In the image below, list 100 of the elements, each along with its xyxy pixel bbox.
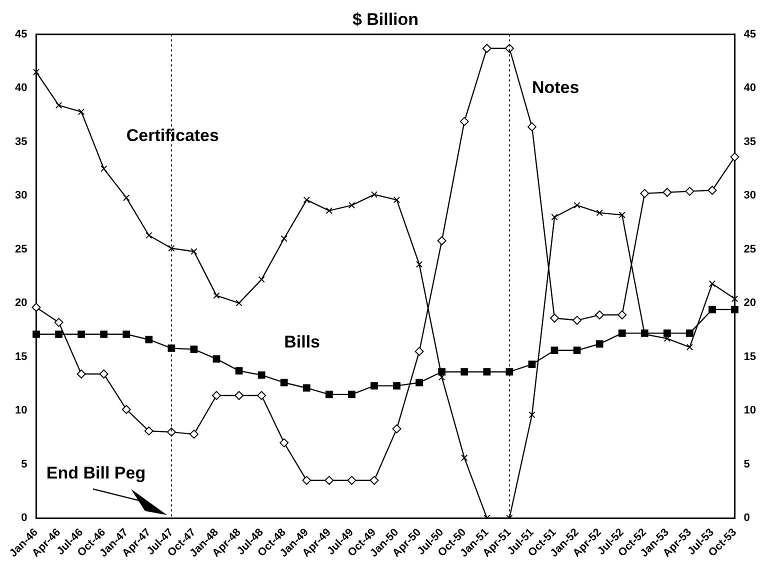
point	[596, 340, 604, 348]
y-tick-label: 30	[14, 190, 28, 202]
point	[303, 196, 310, 204]
point	[483, 368, 491, 376]
point	[708, 306, 716, 314]
point	[168, 244, 175, 252]
point	[168, 344, 176, 352]
point	[730, 152, 740, 162]
point	[55, 330, 62, 338]
point	[325, 390, 333, 398]
point	[32, 302, 41, 312]
y-tick-label: 35	[14, 136, 28, 148]
point	[482, 44, 492, 53]
series-label: Notes	[532, 78, 580, 97]
y2-tick-label: 40	[744, 82, 756, 94]
series-label: Bills	[284, 332, 320, 352]
point	[662, 188, 672, 197]
y2-tick-label: 35	[744, 136, 756, 148]
point	[414, 346, 424, 356]
point	[326, 207, 332, 214]
point	[212, 391, 221, 400]
point	[596, 209, 603, 216]
point	[663, 329, 671, 337]
point	[78, 330, 85, 338]
point	[348, 390, 356, 398]
point	[258, 371, 266, 379]
point	[731, 306, 738, 314]
y-tick-label: 45	[14, 28, 28, 40]
point	[122, 330, 130, 338]
point	[437, 236, 446, 246]
y2-tick-label: 10	[744, 404, 756, 417]
point	[731, 295, 738, 302]
point	[573, 346, 581, 354]
y-tick-label: 20	[14, 297, 28, 310]
point	[302, 384, 310, 392]
series-label: Certificates	[126, 126, 219, 146]
point	[234, 391, 244, 400]
point	[528, 412, 536, 418]
point	[213, 292, 220, 299]
point	[257, 391, 266, 400]
y-tick-label: 10	[14, 404, 28, 417]
point	[551, 214, 558, 220]
point	[236, 300, 242, 306]
y-tick-label: 0	[21, 512, 28, 524]
point	[100, 330, 108, 338]
point	[146, 232, 152, 239]
point	[190, 248, 198, 255]
point	[100, 165, 108, 172]
point	[302, 476, 312, 485]
point	[460, 116, 469, 126]
point	[708, 186, 717, 195]
y-tick-label: 25	[14, 243, 28, 256]
point	[460, 368, 468, 376]
point	[686, 329, 694, 337]
point	[506, 368, 514, 376]
point	[572, 316, 582, 325]
chart-title: $ Billion	[352, 10, 419, 29]
point	[416, 378, 423, 386]
point	[370, 191, 378, 198]
point	[461, 454, 468, 462]
point	[280, 438, 289, 448]
y2-tick-label: 15	[744, 350, 756, 363]
point	[280, 378, 288, 386]
point	[708, 280, 716, 288]
point	[324, 476, 334, 485]
point	[78, 108, 85, 116]
point	[685, 186, 694, 196]
point	[618, 329, 626, 337]
point	[370, 382, 378, 390]
point	[550, 314, 559, 323]
point	[123, 194, 130, 202]
point	[640, 188, 650, 198]
y2-tick-label: 5	[744, 458, 750, 470]
annotation: End Bill Peg	[46, 464, 146, 483]
point	[416, 261, 423, 268]
point	[393, 382, 400, 390]
point	[258, 276, 265, 283]
y2-tick-label: 0	[744, 512, 750, 524]
point	[235, 367, 243, 374]
point	[348, 202, 356, 209]
point	[212, 355, 220, 363]
y-tick-label: 15	[14, 350, 28, 363]
point	[618, 310, 627, 320]
point	[527, 122, 536, 132]
point	[55, 102, 62, 109]
point	[54, 318, 64, 327]
point	[99, 370, 108, 379]
y2-tick-label: 30	[744, 190, 756, 202]
y-tick-label: 40	[14, 82, 28, 94]
point	[392, 424, 402, 434]
y2-tick-label: 25	[744, 243, 756, 256]
y2-tick-label: 45	[744, 28, 756, 40]
point	[686, 344, 694, 350]
point	[32, 68, 40, 76]
point	[280, 235, 288, 242]
point	[370, 476, 379, 485]
point	[76, 370, 86, 379]
point	[122, 404, 131, 414]
point	[190, 346, 198, 353]
point	[32, 330, 40, 338]
